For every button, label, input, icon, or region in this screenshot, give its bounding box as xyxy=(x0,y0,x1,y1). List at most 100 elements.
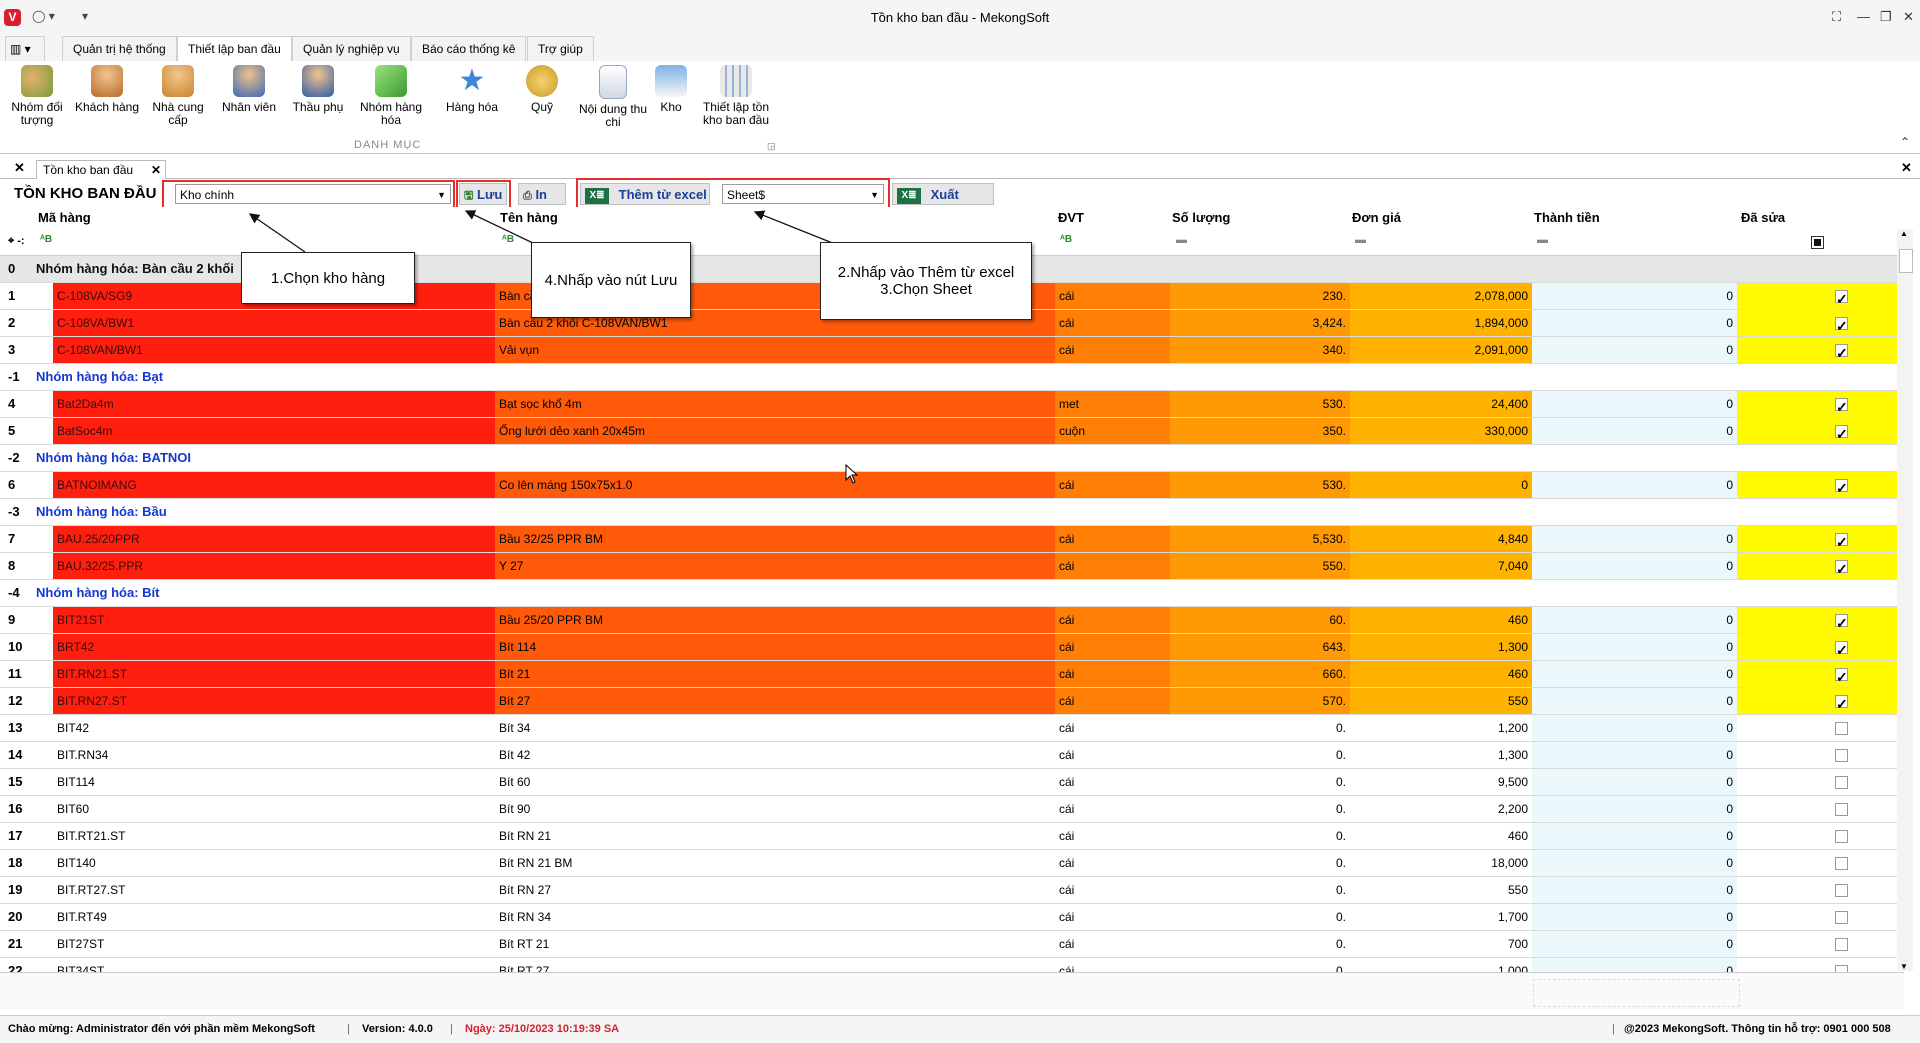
cell-unit[interactable]: cái xyxy=(1055,634,1170,660)
cell-code[interactable]: BAU.25/20PPR xyxy=(53,526,495,552)
cell-qty[interactable]: 550. xyxy=(1170,553,1350,579)
cell-price[interactable]: 7,040 xyxy=(1350,553,1532,579)
cell-price[interactable]: 1,200 xyxy=(1497,721,1528,735)
cell-unit[interactable]: cái xyxy=(1055,283,1170,309)
edited-checkbox[interactable] xyxy=(1835,529,1848,552)
restore-layout-icon[interactable]: ⛶ xyxy=(1832,9,1842,24)
cell-total[interactable]: 0 xyxy=(1532,418,1737,444)
cell-price[interactable]: 2,078,000 xyxy=(1350,283,1532,309)
group-dialog-launcher-icon[interactable]: ◲ xyxy=(767,141,776,151)
cell-total[interactable]: 0 xyxy=(1532,661,1737,687)
cell-edited[interactable] xyxy=(1737,337,1897,363)
cell-unit[interactable]: cái xyxy=(1059,748,1075,762)
cell-total[interactable]: 0 xyxy=(1532,607,1737,633)
cell-code[interactable]: BIT.RT27.ST xyxy=(57,883,126,897)
cell-price[interactable]: 1,300 xyxy=(1497,748,1528,762)
cell-qty[interactable]: 0. xyxy=(1335,802,1346,816)
save-button[interactable]: 🖫 Lưu xyxy=(459,183,507,205)
close-tab-icon[interactable]: ✕ xyxy=(150,163,161,177)
cell-edited[interactable] xyxy=(1737,607,1897,633)
cell-code[interactable]: BIT.RN34 xyxy=(57,748,109,762)
table-row[interactable]: 21 BIT27ST Bít RT 21 cái 0. 700 0 xyxy=(0,931,1904,958)
cell-total[interactable]: 0 xyxy=(1532,310,1737,336)
scroll-down-icon[interactable]: ▼ xyxy=(1900,962,1908,971)
warehouse-select[interactable]: Kho chính ▼ xyxy=(175,184,451,204)
cell-qty[interactable]: 230. xyxy=(1170,283,1350,309)
ribbon-button-warehouse[interactable]: Kho xyxy=(636,65,706,114)
table-row[interactable]: 6 BATNOIMANG Co lên máng 150x75x1.0 cái 530.… xyxy=(0,472,1904,499)
edited-checkbox[interactable] xyxy=(1835,803,1848,816)
cell-qty[interactable]: 530. xyxy=(1170,472,1350,498)
cell-price[interactable]: 700 xyxy=(1507,937,1528,951)
cell-price[interactable]: 1,300 xyxy=(1350,634,1532,660)
group-row[interactable]: -4 Nhóm hàng hóa: Bít xyxy=(0,580,1904,607)
cell-total[interactable]: 0 xyxy=(1532,742,1737,768)
cell-edited[interactable] xyxy=(1737,715,1897,741)
cell-code[interactable]: BIT.RT49 xyxy=(57,910,107,924)
cell-price[interactable]: 0 xyxy=(1350,472,1532,498)
cell-code[interactable]: BATNOIMANG xyxy=(53,472,495,498)
cell-qty[interactable]: 643. xyxy=(1170,634,1350,660)
cell-qty[interactable]: 0. xyxy=(1335,829,1346,843)
cell-total[interactable]: 0 xyxy=(1532,715,1737,741)
cell-qty[interactable]: 0. xyxy=(1335,856,1346,870)
filter-qty-icon[interactable]: ▬ xyxy=(1176,234,1187,246)
tab-reports[interactable]: Báo cáo thống kê xyxy=(411,36,527,61)
cell-code[interactable]: BIT21ST xyxy=(53,607,495,633)
cell-name[interactable]: Vải vụn xyxy=(495,337,1055,363)
doc-tab-initial-stock[interactable]: Tồn kho ban đầu ✕ xyxy=(36,160,166,179)
cell-unit[interactable]: cái xyxy=(1059,721,1075,735)
edited-checkbox[interactable] xyxy=(1835,857,1848,870)
table-row[interactable]: 12 BIT.RN27.ST Bít 27 cái 570. 550 0 xyxy=(0,688,1904,715)
cell-name[interactable]: Bít 21 xyxy=(495,661,1055,687)
edited-checkbox[interactable] xyxy=(1835,884,1848,897)
table-row[interactable]: 19 BIT.RT27.ST Bít RN 27 cái 0. 550 0 xyxy=(0,877,1904,904)
cell-edited[interactable] xyxy=(1737,796,1897,822)
edited-checkbox[interactable] xyxy=(1835,610,1848,633)
cell-edited[interactable] xyxy=(1737,661,1897,687)
ribbon-button-subcontractors[interactable]: Thầu phụ xyxy=(283,65,353,114)
cell-edited[interactable] xyxy=(1737,634,1897,660)
col-header-edited[interactable]: Đã sửa xyxy=(1741,210,1786,225)
cell-name[interactable]: Bít RN 27 xyxy=(499,883,552,897)
close-window-button[interactable]: ✕ xyxy=(1903,9,1914,24)
cell-price[interactable]: 9,500 xyxy=(1497,775,1528,789)
sheet-select[interactable]: Sheet$ ▼ xyxy=(722,184,884,204)
filter-total-icon[interactable]: ▬ xyxy=(1537,234,1548,246)
ribbon-button-income-expense[interactable]: Nội dung thu chi xyxy=(578,65,648,129)
cell-edited[interactable] xyxy=(1737,769,1897,795)
cell-qty[interactable]: 60. xyxy=(1170,607,1350,633)
filter-unit-icon[interactable]: ᴬB xyxy=(1060,234,1073,245)
cell-price[interactable]: 550 xyxy=(1507,883,1528,897)
cell-edited[interactable] xyxy=(1737,283,1897,309)
cell-code[interactable]: BIT.RN27.ST xyxy=(53,688,495,714)
table-row[interactable]: 5 BatSoc4m Ống lưới dẻo xanh 20x45m cuộn 350… xyxy=(0,418,1904,445)
cell-total[interactable]: 0 xyxy=(1532,931,1737,957)
cell-total[interactable]: 0 xyxy=(1532,904,1737,930)
quick-access-dropdown-icon[interactable]: ▾ xyxy=(82,9,89,23)
edited-checkbox[interactable] xyxy=(1835,394,1848,417)
ribbon-button-initial-stock[interactable]: Thiết lập tồn kho ban đầu xyxy=(698,65,774,127)
cell-price[interactable]: 460 xyxy=(1350,661,1532,687)
tab-help[interactable]: Trợ giúp xyxy=(527,36,594,61)
table-row[interactable]: 13 BIT42 Bít 34 cái 0. 1,200 0 xyxy=(0,715,1904,742)
table-row[interactable]: 7 BAU.25/20PPR Bầu 32/25 PPR BM cái 5,530. 4,… xyxy=(0,526,1904,553)
close-all-tabs-icon[interactable]: ✕ xyxy=(14,160,25,175)
edited-checkbox[interactable] xyxy=(1835,313,1848,336)
col-header-price[interactable]: Đơn giá xyxy=(1352,210,1401,225)
cell-name[interactable]: Bít 114 xyxy=(495,634,1055,660)
cell-edited[interactable] xyxy=(1737,310,1897,336)
cell-unit[interactable]: cái xyxy=(1059,937,1075,951)
cell-total[interactable]: 0 xyxy=(1532,634,1737,660)
cell-total[interactable]: 0 xyxy=(1532,823,1737,849)
cell-unit[interactable]: cái xyxy=(1059,883,1075,897)
cell-edited[interactable] xyxy=(1737,742,1897,768)
table-row[interactable]: 22 BIT34ST Bít RT 27 cái 0. 1,000 0 xyxy=(0,958,1904,972)
table-row[interactable]: 14 BIT.RN34 Bít 42 cái 0. 1,300 0 xyxy=(0,742,1904,769)
cell-unit[interactable]: met xyxy=(1055,391,1170,417)
edited-checkbox[interactable] xyxy=(1835,938,1848,951)
col-header-qty[interactable]: Số lượng xyxy=(1172,210,1231,225)
cell-name[interactable]: Bít 42 xyxy=(499,748,531,762)
cell-price[interactable]: 330,000 xyxy=(1350,418,1532,444)
cell-unit[interactable]: cái xyxy=(1059,802,1075,816)
